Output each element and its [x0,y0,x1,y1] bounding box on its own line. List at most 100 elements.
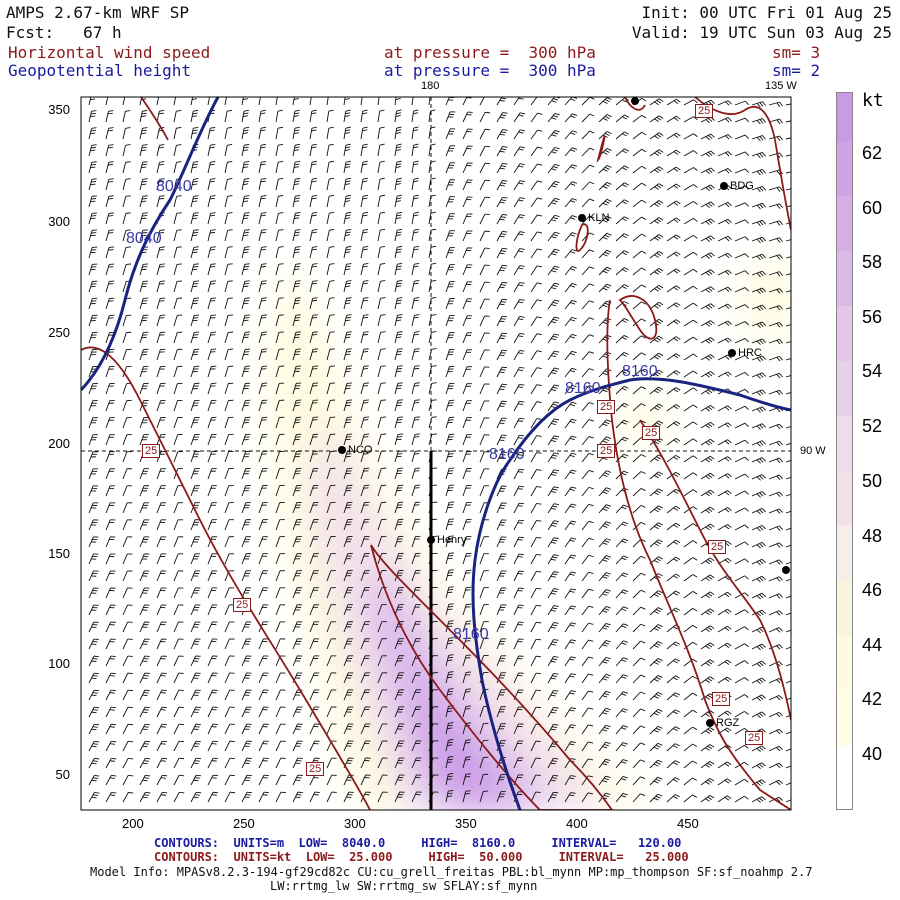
wind-barb-flag [569,454,575,458]
wind-barb-flag [94,723,100,726]
wind-barb-flag [414,297,420,299]
wind-barb-flag [431,365,437,367]
wind-barb [513,265,521,276]
wind-barb-flag [624,114,630,118]
wind-barb [734,524,745,531]
wind-barb-flag [693,319,698,324]
wind-barb-flag [345,146,351,149]
wind-barb-flag [517,386,524,388]
wind-barb [258,434,263,446]
wind-barb-flag [606,114,612,118]
wind-barb-flag [517,454,523,456]
wind-barb-flag [776,679,781,684]
wind-barb [360,128,364,140]
wind-barb [496,282,503,293]
wind-barb-flag [91,127,97,129]
wind-barb-flag [621,693,627,696]
wind-barb-flag [725,135,730,140]
wind-barb-flag [550,439,557,442]
wind-barb-flag [554,248,560,251]
wind-barb-flag [553,622,559,624]
wind-barb-flag [776,187,781,192]
wind-barb-flag [641,182,647,187]
wind-barb-flag [602,219,608,223]
wind-barb [462,587,467,599]
wind-barb [258,247,263,259]
wind-barb [122,281,127,293]
wind-barb-flag [569,420,575,424]
wind-barb-flag [572,147,578,150]
wind-barb-flag [727,235,732,241]
wind-barb-flag [761,389,766,394]
wind-barb-flag [312,246,318,248]
wind-barb [224,400,229,412]
wind-barb-flag [656,524,661,528]
wind-barb-flag [588,639,594,642]
wind-barb-flag [141,200,147,203]
wind-barb-flag [501,97,507,100]
wind-barb [632,420,642,429]
wind-barb [156,655,163,667]
wind-barb [734,575,745,582]
wind-barb-flag [641,318,646,322]
wind-barb-flag [602,610,608,613]
wind-barb-flag [571,469,577,472]
wind-barb-flag [761,609,766,614]
wind-barb [207,689,214,701]
wind-barb-flag [571,249,577,252]
wind-barb-flag [536,435,542,437]
wind-barb [122,451,128,463]
wind-barb [139,400,145,412]
wind-barb [513,452,520,463]
wind-barb [564,351,573,361]
wind-barb-flag [727,642,732,647]
wind-barb [309,196,313,208]
wind-barb [564,181,573,191]
wind-barb [717,574,728,582]
wind-barb-flag [569,353,575,356]
wind-barb-flag [640,657,646,661]
wind-barb-flag [499,235,505,238]
wind-barb-flag [779,135,783,141]
wind-barb-flag [776,356,781,362]
wind-barb-flag [362,265,368,268]
wind-barb [683,540,694,548]
wind-barb-flag [362,143,368,146]
wind-barb-flag [554,367,560,370]
wind-barb [513,401,520,412]
wind-barb [394,587,400,599]
wind-barb [207,434,213,446]
wind-barb-flag [260,163,266,166]
wind-barb-flag [295,331,301,333]
wind-barb-flag [312,177,318,180]
wind-barb-flag [397,228,403,231]
wind-barb [530,367,538,378]
wind-barb-flag [572,113,578,116]
wind-barb-flag [569,387,575,390]
wind-barb [122,247,127,259]
wind-barb [632,657,641,667]
wind-barb [122,621,129,633]
wind-barb [275,502,281,514]
wind-barb [581,317,590,327]
wind-barb [207,349,212,361]
wind-barb-flag [744,541,749,546]
wind-barb-flag [413,211,419,214]
wind-barb-flag [727,541,732,545]
wind-barb-flag [603,693,609,696]
wind-barb [598,657,607,667]
wind-barb [717,642,728,650]
wind-barb-flag [499,286,505,289]
wind-barb-flag [91,195,97,197]
wind-barb [360,587,366,599]
wind-barb-flag [227,297,233,299]
wind-barb-flag [624,131,629,135]
wind-barb-flag [571,588,577,591]
wind-barb-flag [550,660,556,663]
wind-barb-flag [448,569,454,571]
wind-barb [479,230,486,242]
wind-barb [683,608,694,616]
wind-barb [105,468,111,480]
wind-barb-flag [519,299,525,301]
wind-barb-flag [141,163,147,166]
